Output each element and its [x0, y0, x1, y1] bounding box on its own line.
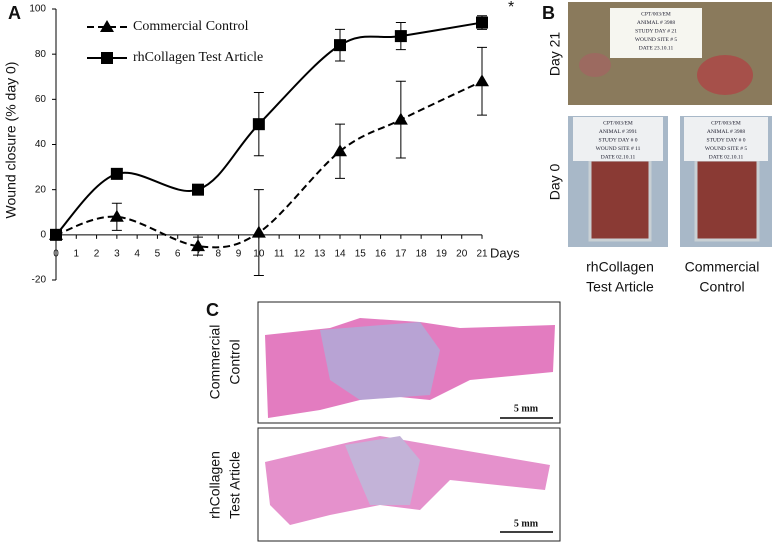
legend-label: rhCollagen Test Article	[133, 50, 263, 65]
row-label: Test Article	[227, 451, 243, 519]
card-text: STUDY DAY # 21	[635, 28, 677, 34]
card-text: CPT/003/EM	[641, 11, 671, 17]
y-axis-label: Wound closure (% day 0)	[3, 62, 19, 219]
column-label: rhCollagen	[586, 259, 654, 275]
tissue	[320, 322, 440, 400]
marker	[192, 183, 204, 196]
card-text: ANIMAL # 3988	[707, 129, 746, 135]
x-tick-label: 21	[476, 248, 488, 259]
y-tick-label: 20	[35, 184, 47, 195]
card-text: DATE 23.10.11	[639, 45, 674, 51]
legend-marker	[101, 52, 113, 64]
marker	[394, 30, 407, 43]
scale-label: 5 mm	[514, 518, 539, 529]
panel-label: C	[206, 300, 219, 320]
x-tick-label: 3	[114, 248, 120, 259]
wound	[588, 158, 652, 242]
card-text: DATE 02.10.11	[601, 154, 636, 160]
card-text: CPT/003/EM	[711, 120, 741, 126]
x-tick-label: 15	[355, 248, 367, 259]
marker	[476, 16, 488, 29]
marker	[251, 225, 266, 238]
x-tick-label: 4	[134, 248, 140, 259]
card	[573, 117, 663, 161]
marker	[475, 74, 489, 87]
column-label: Control	[699, 279, 744, 295]
column-label: Test Article	[586, 279, 654, 295]
x-tick-label: 6	[175, 248, 181, 259]
row-label: Commercial	[207, 325, 223, 400]
row-label: Control	[227, 339, 243, 384]
card-text: ANIMAL # 3991	[599, 129, 638, 135]
tissue	[345, 436, 420, 505]
card	[610, 8, 702, 58]
panel-label: B	[542, 3, 555, 23]
marker	[252, 118, 265, 131]
wound	[694, 158, 760, 242]
panel-label: A	[8, 3, 21, 23]
x-tick-label: 2	[94, 248, 100, 259]
x-tick-label: 12	[294, 248, 306, 259]
wound	[697, 55, 753, 95]
series-line	[55, 80, 483, 249]
row-label: Day 21	[547, 32, 563, 77]
wound	[579, 53, 611, 77]
x-axis-label: Days	[490, 245, 520, 260]
x-tick-label: 13	[314, 248, 326, 259]
x-tick-label: 18	[416, 248, 428, 259]
row-label: Day 0	[547, 164, 563, 201]
x-tick-label: 20	[456, 248, 468, 259]
card-text: STUDY DAY # 0	[599, 137, 638, 143]
card-text: WOUND SITE # 5	[705, 146, 748, 152]
marker	[110, 167, 123, 180]
column-label: Commercial	[685, 259, 760, 275]
x-tick-label: 0	[53, 248, 59, 259]
row-label: rhCollagen	[207, 451, 223, 519]
x-tick-label: 11	[274, 248, 285, 259]
legend-label: Commercial Control	[133, 19, 249, 34]
marker	[334, 39, 346, 52]
marker	[191, 239, 205, 252]
annotation: *	[508, 0, 514, 16]
card-text: CPT/003/EM	[603, 120, 633, 126]
card	[684, 117, 768, 161]
y-tick-label: 60	[35, 94, 47, 105]
x-tick-label: 19	[436, 248, 448, 259]
y-tick-label: 0	[40, 229, 46, 240]
y-tick-label: 80	[35, 49, 47, 60]
x-tick-label: 8	[216, 248, 222, 259]
card-text: WOUND SITE # 11	[596, 146, 641, 152]
x-tick-label: 1	[74, 248, 80, 259]
x-tick-label: 14	[334, 248, 346, 259]
card-text: STUDY DAY # 0	[707, 137, 746, 143]
y-tick-label: 100	[29, 4, 46, 15]
x-tick-label: 5	[155, 248, 161, 259]
x-tick-label: 9	[236, 248, 242, 259]
marker	[333, 144, 347, 157]
legend-marker	[100, 20, 114, 32]
marker	[109, 209, 124, 222]
y-tick-label: 40	[35, 139, 47, 150]
card-text: ANIMAL # 3988	[637, 20, 676, 26]
marker	[50, 228, 62, 241]
x-tick-label: 17	[395, 248, 407, 259]
card-text: DATE 02.10.11	[709, 154, 744, 160]
scale-label: 5 mm	[514, 403, 539, 414]
marker	[393, 112, 408, 125]
x-tick-label: 16	[375, 248, 387, 259]
y-tick-label: -20	[32, 275, 47, 286]
card-text: WOUND SITE # 5	[635, 37, 678, 43]
